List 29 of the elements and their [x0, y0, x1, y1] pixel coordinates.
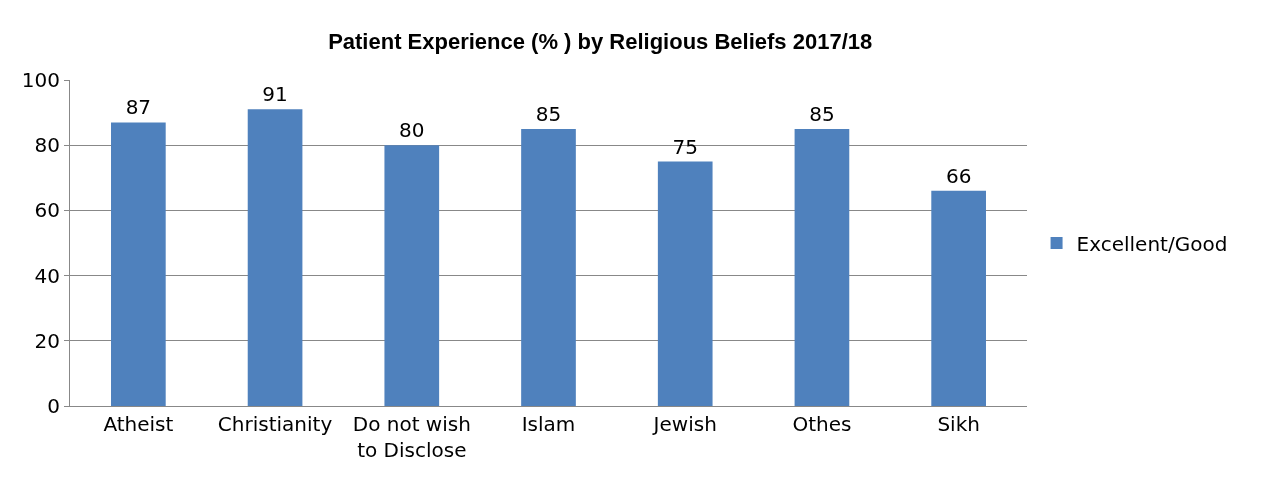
- y-tick-label: 80: [34, 133, 60, 158]
- y-tick-label: 20: [34, 328, 60, 353]
- y-tick-label: 0: [47, 394, 60, 418]
- legend-label: Excellent/Good: [1076, 231, 1228, 256]
- data-label: 80: [399, 118, 425, 143]
- x-tick-label: Christianity: [217, 412, 333, 436]
- x-tick-label: Jewish: [651, 412, 717, 436]
- bar: [931, 190, 986, 406]
- bar: [794, 128, 850, 406]
- y-tick-label: 100: [21, 68, 60, 92]
- bar: [111, 122, 166, 406]
- data-label: 66: [945, 163, 972, 188]
- data-label: 85: [535, 101, 562, 126]
- x-tick-label: Atheist: [103, 412, 174, 436]
- chart-title: Patient Experience (% ) by Religious Beliefs 2017/18: [328, 29, 873, 55]
- x-tick-label: Do not wish to Disclose: [352, 412, 471, 462]
- data-label: 87: [125, 95, 152, 120]
- y-tick-label: 60: [34, 198, 60, 223]
- data-label: 91: [262, 82, 288, 107]
- x-tick-label: Sikh: [937, 412, 980, 436]
- bar: [657, 161, 713, 406]
- bar: [384, 145, 440, 406]
- bar: [521, 128, 576, 406]
- x-tick-label: Islam: [521, 412, 576, 436]
- y-tick-label: 40: [34, 263, 60, 288]
- bar: [247, 109, 303, 406]
- x-tick-label: Othes: [792, 412, 852, 436]
- data-label: 85: [809, 101, 835, 126]
- data-label: 75: [672, 134, 698, 159]
